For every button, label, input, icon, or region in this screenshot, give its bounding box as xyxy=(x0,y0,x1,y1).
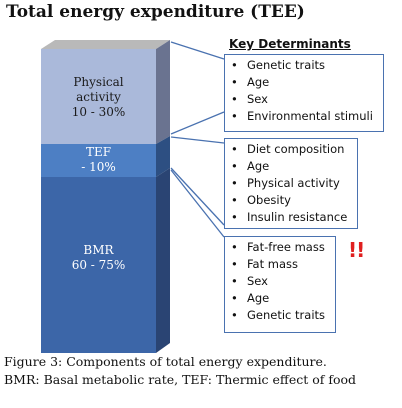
connector-tef xyxy=(170,167,225,226)
determinants-box-physical-activity: Genetic traits Age Sex Environmental sti… xyxy=(224,54,384,132)
tef-name: TEF xyxy=(85,145,112,159)
determinant-item: Insulin resistance xyxy=(229,209,353,226)
figure-caption: Figure 3: Components of total energy exp… xyxy=(4,353,400,389)
physical-activity-name-line2: activity xyxy=(76,90,121,104)
bmr-name: BMR xyxy=(83,243,114,257)
connector-physical xyxy=(170,41,225,60)
determinant-item: Physical activity xyxy=(229,175,353,192)
tef-label: TEF - 10% xyxy=(41,145,156,175)
determinant-item: Obesity xyxy=(229,192,353,209)
determinant-item: Fat mass xyxy=(229,256,331,273)
tef-front xyxy=(41,144,156,177)
physical-activity-name-line1: Physical xyxy=(73,75,124,89)
connector-physical xyxy=(170,111,225,135)
diagram-title: Total energy expenditure (TEE) xyxy=(6,2,305,22)
double-exclamation-alert: !! xyxy=(348,238,365,262)
determinant-item: Age xyxy=(229,158,353,175)
bmr-label: BMR 60 - 75% xyxy=(41,243,156,273)
bar-top-face xyxy=(41,40,170,49)
bmr-range: 60 - 75% xyxy=(71,258,126,272)
determinant-item: Genetic traits xyxy=(229,57,379,74)
determinant-item: Sex xyxy=(229,91,379,108)
physical-activity-range: 10 - 30% xyxy=(71,105,126,119)
physical-activity-side xyxy=(156,40,170,144)
caption-line-1: Figure 3: Components of total energy exp… xyxy=(4,354,327,369)
physical-activity-label: Physical activity 10 - 30% xyxy=(41,75,156,120)
tef-range: - 10% xyxy=(81,160,116,174)
tef-side xyxy=(156,136,170,177)
bmr-side xyxy=(156,168,170,353)
connector-tef xyxy=(170,136,225,144)
key-determinants-header: Key Determinants xyxy=(229,37,351,51)
determinant-item: Diet composition xyxy=(229,141,353,158)
determinant-item: Genetic traits xyxy=(229,307,331,324)
determinant-item: Sex xyxy=(229,273,331,290)
bmr-front xyxy=(41,177,156,353)
determinant-item: Fat-free mass xyxy=(229,239,331,256)
connector-bmr xyxy=(170,169,225,238)
determinants-box-tef: Diet composition Age Physical activity O… xyxy=(224,138,358,229)
physical-activity-front xyxy=(41,49,156,144)
determinant-item: Age xyxy=(229,290,331,307)
determinants-box-bmr: Fat-free mass Fat mass Sex Age Genetic t… xyxy=(224,236,336,333)
caption-line-2: BMR: Basal metabolic rate, TEF: Thermic … xyxy=(4,372,357,387)
determinant-item: Environmental stimuli xyxy=(229,108,379,125)
determinant-item: Age xyxy=(229,74,379,91)
